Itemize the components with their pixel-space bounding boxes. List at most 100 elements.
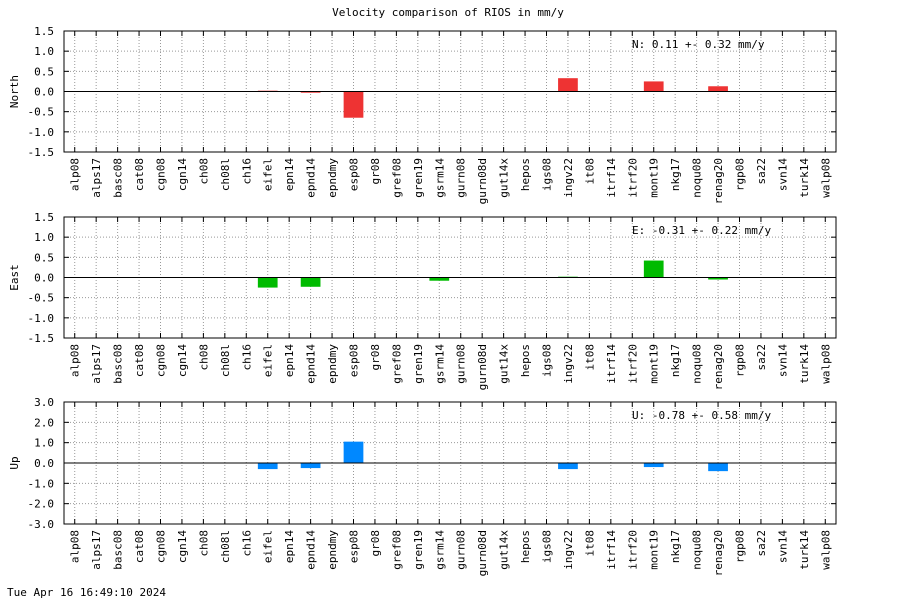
- x-tick-label: esp08: [348, 344, 361, 377]
- x-tick-label: ingv22: [562, 344, 575, 384]
- x-tick-label: gren19: [412, 344, 425, 384]
- bar-epnd14: [300, 91, 321, 93]
- y-axis-label: East: [8, 264, 21, 291]
- x-tick-label: hepos: [519, 344, 532, 377]
- plot-frame: [63, 401, 837, 525]
- y-tick-label: 0.0: [34, 457, 54, 470]
- x-tick-label: epn14: [283, 530, 296, 563]
- x-tick-label: rgp08: [734, 530, 747, 563]
- x-tick-label: it08: [583, 530, 596, 557]
- x-tick-label: cat08: [133, 158, 146, 191]
- x-tick-label: cgn14: [176, 530, 189, 563]
- x-tick-label: ingv22: [562, 158, 575, 198]
- x-tick-label: svn14: [776, 344, 789, 377]
- x-tick-label: it08: [583, 158, 596, 185]
- plot-frame: [63, 30, 837, 153]
- x-tick-label: gren19: [412, 530, 425, 570]
- x-tick-label: sa22: [755, 344, 768, 371]
- x-tick-label: epn14: [283, 344, 296, 377]
- x-tick-label: hepos: [519, 530, 532, 563]
- x-tick-label: basc08: [112, 158, 125, 198]
- x-tick-label: epnd14: [305, 158, 318, 198]
- bar-renag20: [708, 463, 728, 472]
- x-tick-label: cgn08: [155, 344, 168, 377]
- x-tick-label: sa22: [755, 158, 768, 185]
- x-tick-label: gsrm14: [433, 530, 446, 570]
- x-tick-label: walp08: [819, 530, 832, 570]
- x-tick-label: walp08: [819, 344, 832, 384]
- x-tick-label: noqu08: [691, 158, 704, 198]
- x-tick-label: ch08: [197, 158, 210, 185]
- chart-title: Velocity comparison of RIOS in mm/y: [332, 6, 564, 19]
- x-tick-label: cgn08: [155, 530, 168, 563]
- x-tick-label: renag20: [712, 344, 725, 390]
- y-tick-label: -1.5: [28, 332, 55, 345]
- x-tick-label: gr08: [369, 344, 382, 371]
- x-tick-label: epndmy: [326, 530, 339, 570]
- x-tick-label: basc08: [112, 530, 125, 570]
- stats-annotation: E: -0.31 +- 0.22 mm/y: [632, 224, 771, 237]
- x-tick-label: walp08: [819, 158, 832, 198]
- x-tick-label: gsrm14: [433, 344, 446, 384]
- y-tick-label: -1.0: [28, 477, 55, 490]
- x-tick-label: alp08: [69, 530, 82, 563]
- x-tick-label: ch08: [197, 530, 210, 557]
- x-tick-label: epnd14: [305, 530, 318, 570]
- x-tick-label: gurn08d: [476, 530, 489, 576]
- x-tick-label: gut14x: [498, 530, 511, 570]
- y-tick-label: 1.5: [34, 211, 54, 224]
- x-tick-label: turk14: [798, 344, 811, 384]
- y-tick-label: 3.0: [34, 396, 54, 409]
- x-tick-label: eifel: [262, 344, 275, 377]
- x-tick-label: igs08: [541, 530, 554, 563]
- x-tick-label: noqu08: [691, 530, 704, 570]
- x-tick-label: epn14: [283, 158, 296, 191]
- x-tick-label: mont19: [648, 158, 661, 198]
- stats-annotation: U: -0.78 +- 0.58 mm/y: [632, 409, 771, 422]
- x-tick-label: nkg17: [669, 530, 682, 563]
- y-tick-label: 0.5: [34, 65, 54, 78]
- bar-ingv22: [558, 463, 578, 470]
- x-tick-label: ch16: [240, 530, 253, 557]
- x-tick-label: ch08l: [219, 530, 232, 563]
- x-tick-label: itrf20: [626, 344, 639, 384]
- x-tick-label: basc08: [112, 344, 125, 384]
- bar-eifel: [257, 463, 278, 470]
- x-tick-label: gurn08: [455, 344, 468, 384]
- bar-ingv22: [558, 78, 578, 92]
- x-tick-label: itrf14: [605, 158, 618, 198]
- x-tick-label: itrf14: [605, 344, 618, 384]
- y-tick-label: 1.5: [34, 25, 54, 38]
- x-tick-label: renag20: [712, 530, 725, 576]
- x-tick-label: eifel: [262, 158, 275, 191]
- x-tick-label: cgn14: [176, 158, 189, 191]
- y-tick-label: 0.0: [34, 86, 54, 99]
- y-tick-label: 2.0: [34, 416, 54, 429]
- y-axis-label: Up: [8, 456, 21, 469]
- x-tick-label: gurn08: [455, 158, 468, 198]
- x-tick-label: cgn14: [176, 344, 189, 377]
- bar-mont19: [643, 463, 664, 468]
- bar-epnd14: [300, 277, 321, 287]
- x-tick-label: gut14x: [498, 158, 511, 198]
- x-tick-label: mont19: [648, 530, 661, 570]
- x-tick-label: ingv22: [562, 530, 575, 570]
- panel-north: 1.5 1.0 0.5 0.0 -0.5 -1.0 -1.5 alp08 alps17 basc0…: [8, 25, 837, 204]
- x-tick-label: svn14: [776, 530, 789, 563]
- x-tick-label: epndmy: [326, 344, 339, 384]
- x-tick-label: it08: [583, 344, 596, 371]
- x-tick-label: esp08: [348, 530, 361, 563]
- x-tick-label: renag20: [712, 158, 725, 204]
- x-tick-label: rgp08: [734, 344, 747, 377]
- bar-renag20: [708, 86, 728, 92]
- x-tick-label: alp08: [69, 344, 82, 377]
- bar-mont19: [643, 260, 664, 278]
- x-tick-label: hepos: [519, 158, 532, 191]
- x-tick-label: cgn08: [155, 158, 168, 191]
- x-tick-label: noqu08: [691, 344, 704, 384]
- x-tick-label: ch08l: [219, 344, 232, 377]
- x-tick-label: gref08: [390, 158, 403, 198]
- x-tick-label: nkg17: [669, 344, 682, 377]
- y-tick-label: -0.5: [28, 106, 55, 119]
- y-tick-label: -1.0: [28, 126, 55, 139]
